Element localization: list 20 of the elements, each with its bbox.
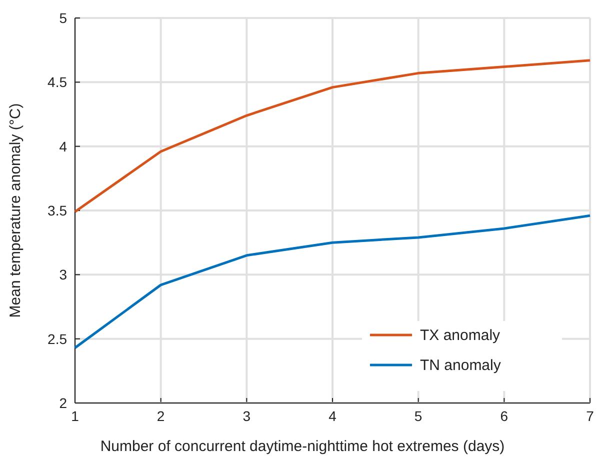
line-series bbox=[74, 214, 592, 350]
x-tick-label: 4 bbox=[328, 408, 337, 424]
x-tick-label: 5 bbox=[414, 408, 422, 424]
x-tick-label: 3 bbox=[242, 408, 251, 424]
y-tick-label: 2 bbox=[59, 395, 68, 411]
x-tick-label: 1 bbox=[71, 408, 80, 424]
y-tick-label: 3 bbox=[59, 266, 68, 283]
y-tick-label: 5 bbox=[59, 10, 68, 26]
line-series bbox=[74, 59, 592, 214]
legend-label: TN anomaly bbox=[420, 357, 502, 374]
y-tick-label: 4.5 bbox=[48, 74, 68, 90]
x-axis-title: Number of concurrent daytime-nighttime hot extremes (days) bbox=[100, 438, 505, 455]
y-axis-title: Mean temperature anomaly (°C) bbox=[7, 103, 24, 318]
y-tick-label: 4 bbox=[59, 138, 68, 154]
x-tick-label: 7 bbox=[586, 408, 594, 424]
x-tick-label: 6 bbox=[500, 408, 508, 424]
legend-label: TX anomaly bbox=[420, 327, 501, 344]
x-tick-label: 2 bbox=[156, 408, 165, 424]
y-tick-label: 2.5 bbox=[48, 330, 68, 347]
y-tick-label: 3.5 bbox=[48, 202, 68, 218]
